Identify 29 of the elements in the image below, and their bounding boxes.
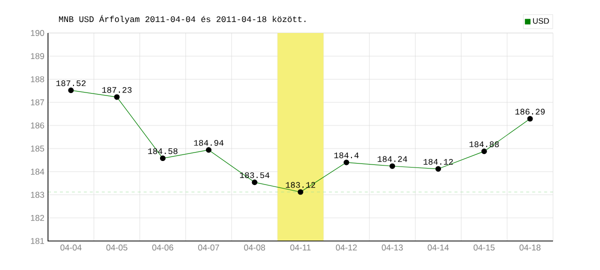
x-tick-label: 04-05 bbox=[106, 244, 128, 251]
data-label: 184.12 bbox=[424, 158, 453, 165]
y-tick-label: 187 bbox=[30, 99, 44, 106]
x-tick-label: 04-08 bbox=[244, 244, 266, 251]
y-tick-label: 181 bbox=[30, 238, 44, 244]
y-tick-label: 188 bbox=[30, 76, 44, 82]
data-label: 184.94 bbox=[194, 140, 224, 146]
x-tick-label: 04-11 bbox=[290, 244, 311, 251]
y-tick-label: 182 bbox=[30, 214, 44, 221]
data-label: 187.52 bbox=[56, 80, 86, 86]
x-tick-label: 04-14 bbox=[428, 244, 449, 251]
x-tick-label: 04-04 bbox=[60, 244, 82, 251]
data-label: 187.23 bbox=[102, 87, 132, 93]
x-tick-label: 04-18 bbox=[520, 244, 541, 251]
y-tick-label: 185 bbox=[30, 146, 44, 152]
chart-title: MNB USD Árfolyam 2011-04-04 és 2011-04-18 között. bbox=[59, 14, 306, 24]
y-tick-label: 190 bbox=[30, 30, 44, 36]
x-tick-label: 04-12 bbox=[336, 244, 357, 251]
x-tick-label: 04-07 bbox=[198, 244, 220, 251]
y-tick-label: 189 bbox=[30, 53, 44, 60]
data-label: 184.24 bbox=[378, 156, 408, 162]
data-label: 186.29 bbox=[515, 108, 545, 115]
data-label: 184.4 bbox=[334, 152, 359, 158]
y-tick-label: 184 bbox=[30, 168, 44, 175]
y-tick-label: 183 bbox=[30, 192, 44, 198]
y-tick-label: 186 bbox=[30, 122, 44, 128]
x-tick-label: 04-13 bbox=[382, 244, 403, 251]
x-tick-label: 04-06 bbox=[152, 244, 174, 251]
x-tick-label: 04-15 bbox=[474, 244, 495, 251]
